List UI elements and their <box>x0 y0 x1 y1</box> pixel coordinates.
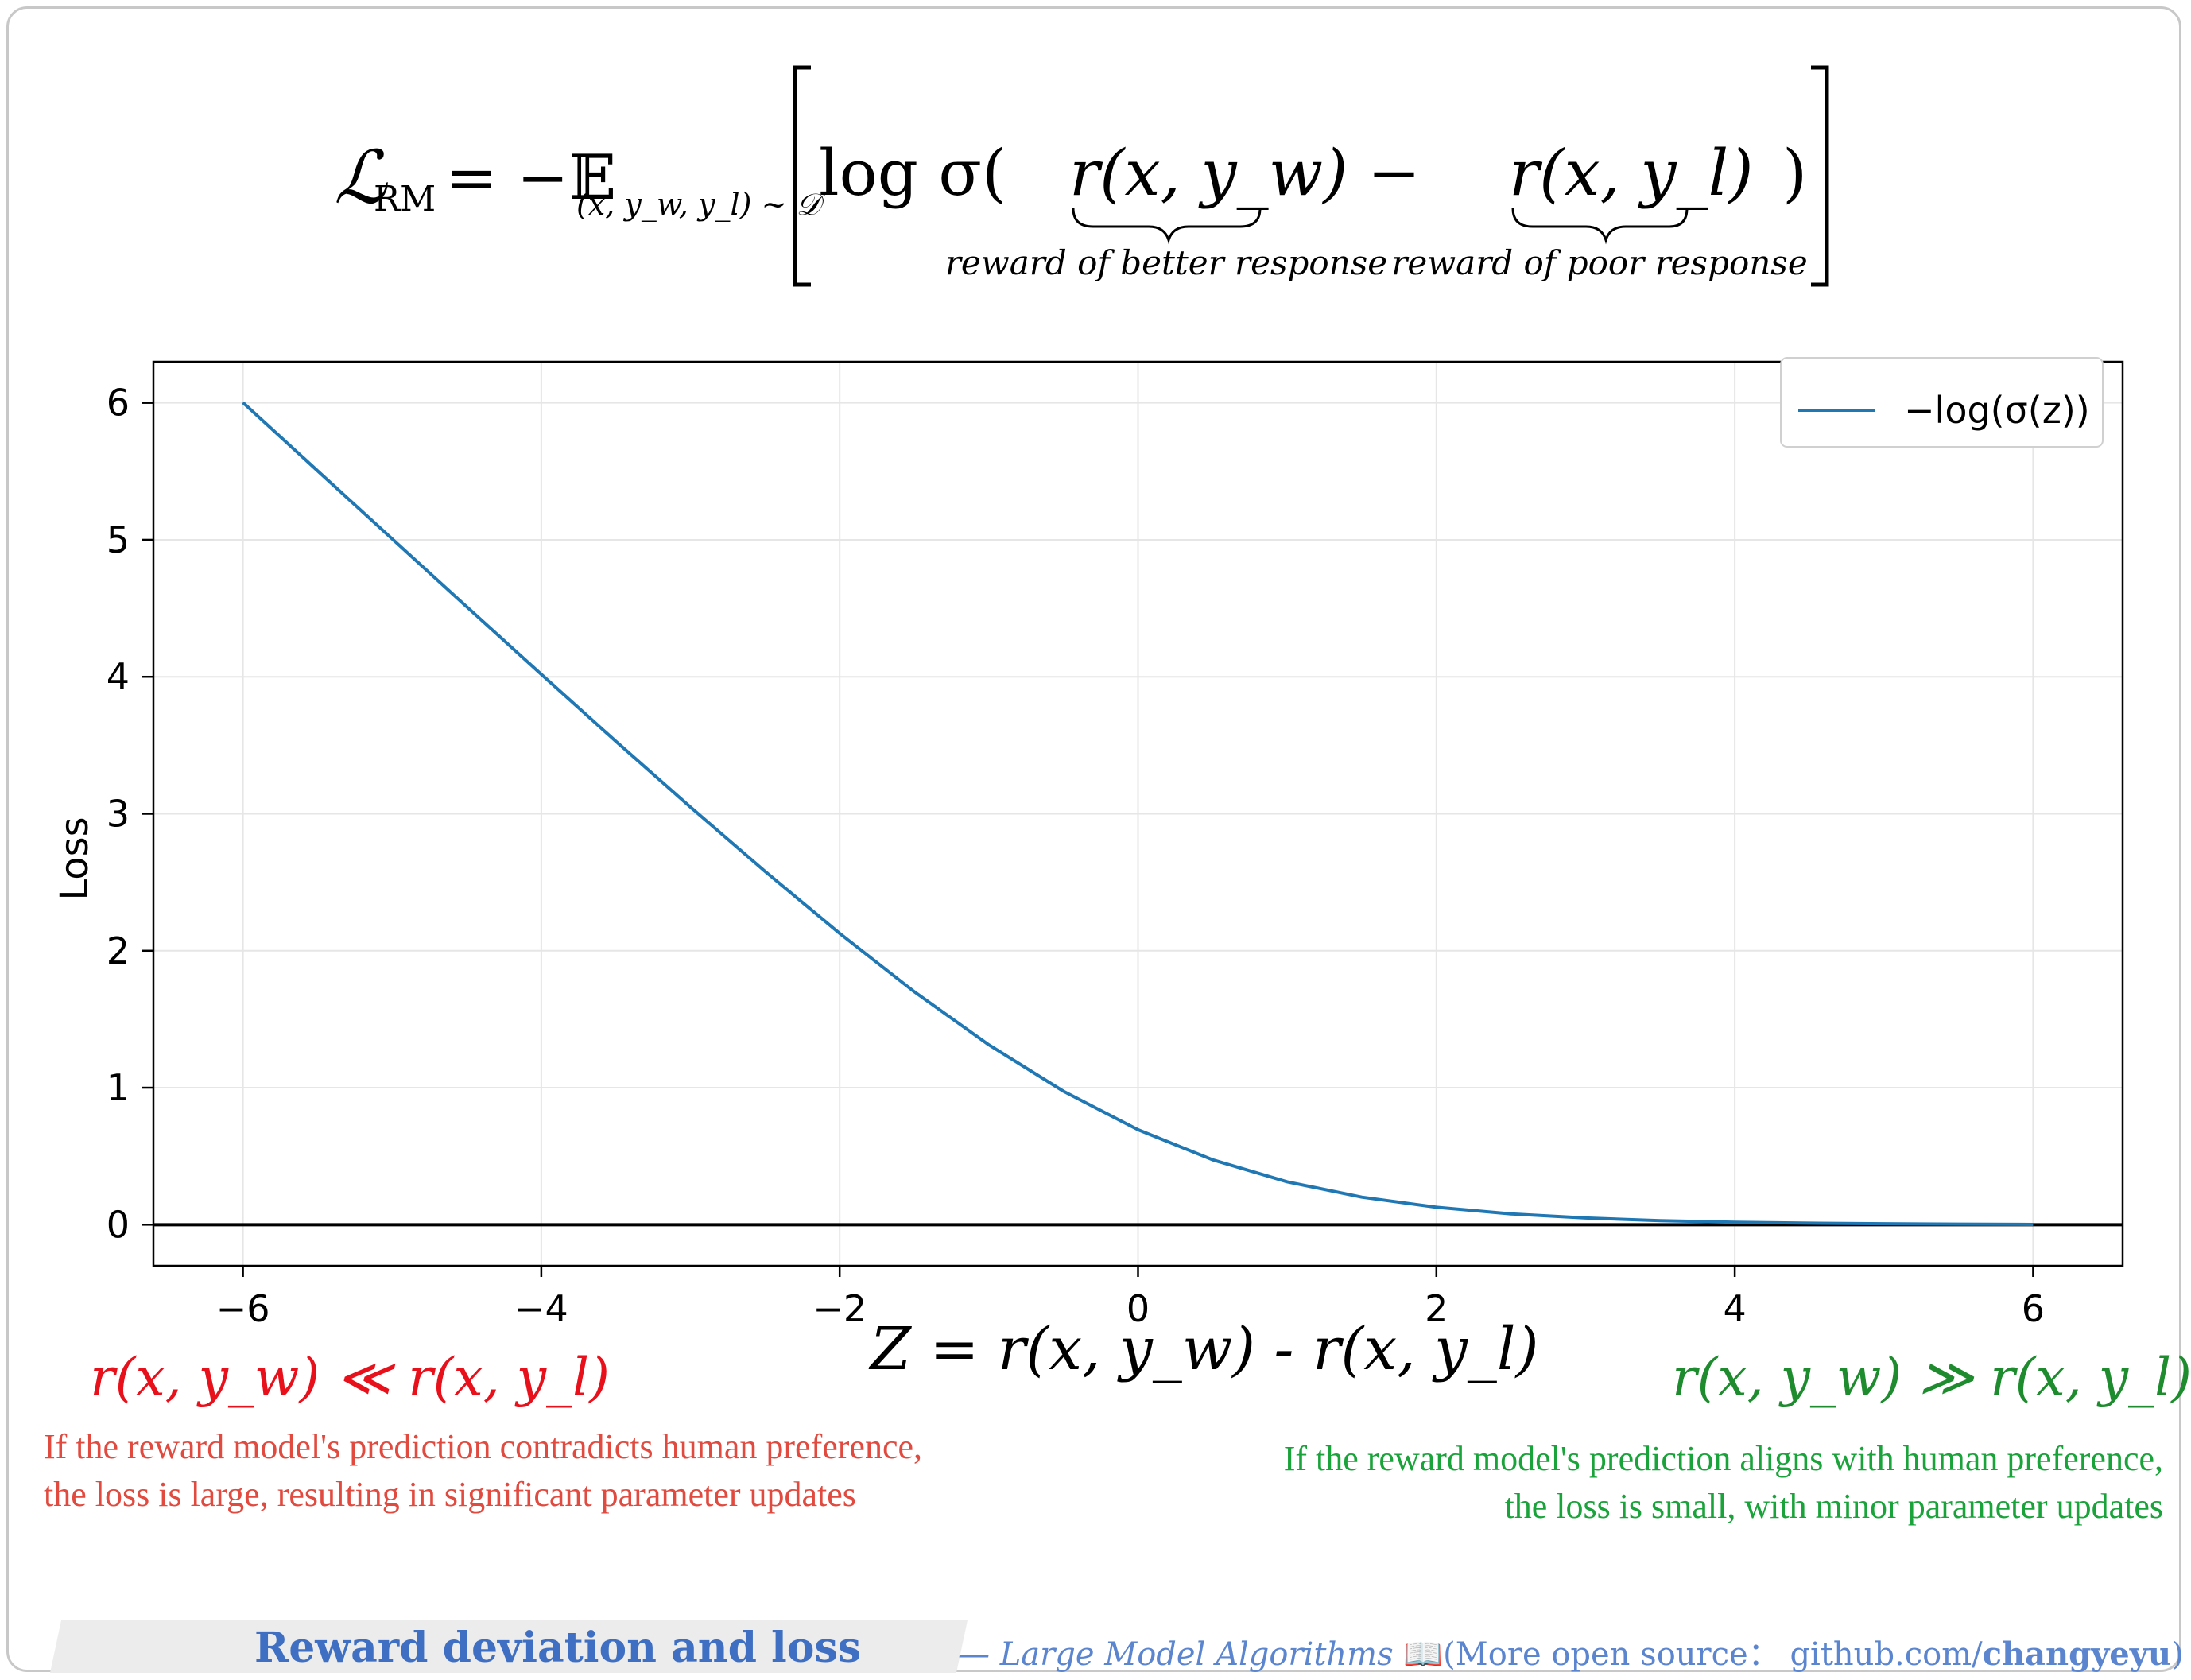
left-note-line-1: If the reward model's prediction contrad… <box>44 1427 923 1466</box>
formula-log-sigma: log σ( <box>819 136 1006 210</box>
x-axis: −6 −4 −2 0 2 4 6 <box>216 1266 2045 1330</box>
formula-minus: − <box>1367 136 1421 210</box>
y-tick-label: 0 <box>107 1203 130 1246</box>
x-tick-label: −6 <box>216 1287 270 1330</box>
y-tick-label: 1 <box>107 1066 130 1109</box>
y-axis: 0 1 2 3 4 5 6 <box>107 382 153 1246</box>
right-bracket <box>1811 65 1829 287</box>
right-condition: r(x, y_w) ≫ r(x, y_l) <box>1672 1347 2191 1408</box>
y-tick-label: 4 <box>107 655 130 698</box>
x-tick-label: 6 <box>2022 1287 2045 1330</box>
footer-title: Reward deviation and loss <box>254 1624 862 1672</box>
y-tick-label: 3 <box>107 793 130 836</box>
y-tick-label: 5 <box>107 518 130 561</box>
left-note: If the reward model's prediction contrad… <box>44 1423 922 1519</box>
underbrace-poor <box>1511 208 1689 245</box>
series-group <box>242 401 2034 1226</box>
brace-label-poor: reward of poor response <box>1391 243 1807 282</box>
legend: −log(σ(z)) <box>1780 357 2104 448</box>
x-tick-label: −4 <box>514 1287 568 1330</box>
formula-expectation-sub: (x, y_w, y_l) ~ 𝒟 <box>576 187 826 223</box>
y-tick-label: 2 <box>107 929 130 972</box>
brace-label-better: reward of better response <box>945 243 1387 282</box>
footer-credit-user[interactable]: changyeyu <box>1982 1635 2172 1673</box>
grid <box>153 362 2123 1266</box>
left-condition: r(x, y_w) ≪ r(x, y_l) <box>90 1347 610 1408</box>
x-axis-label: Z = r(x, y_w) - r(x, y_l) <box>869 1315 1539 1383</box>
left-bracket <box>793 65 811 287</box>
x-tick-label: −2 <box>812 1287 867 1330</box>
book-icon: 📖 <box>1403 1636 1444 1673</box>
formula-term-poor: r(x, y_l) <box>1509 136 1753 210</box>
x-tick-label: 4 <box>1723 1287 1746 1330</box>
formula-lhs: ℒ <box>334 135 388 220</box>
legend-box <box>1780 357 2104 448</box>
footer-credit-prefix: — Large Model Algorithms <box>958 1636 1394 1673</box>
plot-frame <box>152 360 2124 1267</box>
footer-credit-suffix: ) <box>2171 1636 2184 1673</box>
formula-equals-expectation: = −𝔼 <box>445 142 616 214</box>
formula-close-paren: ) <box>1782 136 1807 210</box>
y-axis-label: Loss <box>52 817 97 900</box>
formula-term-better: r(x, y_w) <box>1069 136 1348 210</box>
y-tick-label: 6 <box>107 382 130 425</box>
footer-credit: — Large Model Algorithms 📖(More open sou… <box>958 1628 2184 1674</box>
x-tick-label: 0 <box>1127 1287 1150 1330</box>
formula-lhs-sub: RM <box>374 179 436 219</box>
footer-credit-mid: (More open source： github.com/ <box>1443 1636 1983 1673</box>
right-note-line-1: If the reward model's prediction aligns … <box>1283 1439 2163 1478</box>
x-tick-label: 2 <box>1425 1287 1448 1330</box>
underbrace-better <box>1072 208 1262 245</box>
left-note-line-2: the loss is large, resulting in signific… <box>44 1475 856 1514</box>
series-line <box>242 401 2034 1226</box>
loss-chart: −6 −4 −2 0 2 4 6 0 1 2 3 4 5 6 Loss Z = r(x, y_w) - … <box>52 357 2124 1383</box>
loss-formula: ℒ RM = −𝔼 (x, y_w, y_l) ~ 𝒟 log σ( r(x, … <box>334 65 1829 287</box>
legend-label: −log(σ(z)) <box>1904 389 2090 432</box>
right-note: If the reward model's prediction aligns … <box>1284 1435 2163 1531</box>
right-note-line-2: the loss is small, with minor parameter … <box>1504 1487 2163 1526</box>
